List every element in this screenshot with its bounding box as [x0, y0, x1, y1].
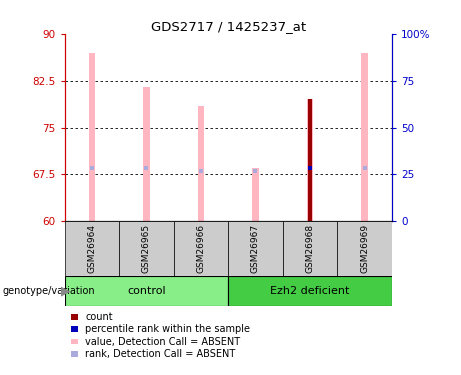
Bar [361, 53, 368, 221]
Text: GSM26966: GSM26966 [196, 224, 206, 273]
Bar [307, 99, 313, 221]
Bar [228, 276, 392, 306]
Bar [65, 221, 119, 276]
Text: ▶: ▶ [61, 284, 71, 297]
Title: GDS2717 / 1425237_at: GDS2717 / 1425237_at [151, 20, 306, 33]
Bar [143, 87, 150, 221]
Bar [89, 53, 95, 221]
Text: Ezh2 deficient: Ezh2 deficient [270, 286, 350, 296]
Bar [252, 168, 259, 221]
Text: percentile rank within the sample: percentile rank within the sample [85, 324, 250, 334]
Text: GSM26964: GSM26964 [87, 224, 96, 273]
Text: control: control [127, 286, 165, 296]
Bar [228, 221, 283, 276]
Text: GSM26967: GSM26967 [251, 224, 260, 273]
Bar [119, 221, 174, 276]
Text: GSM26965: GSM26965 [142, 224, 151, 273]
Bar [308, 99, 312, 221]
Text: count: count [85, 312, 113, 322]
Text: GSM26969: GSM26969 [360, 224, 369, 273]
Text: rank, Detection Call = ABSENT: rank, Detection Call = ABSENT [85, 349, 236, 359]
Text: GSM26968: GSM26968 [306, 224, 314, 273]
Bar [65, 276, 228, 306]
Bar [198, 106, 204, 221]
Bar [283, 221, 337, 276]
Bar [337, 221, 392, 276]
Text: value, Detection Call = ABSENT: value, Detection Call = ABSENT [85, 337, 240, 346]
Text: genotype/variation: genotype/variation [2, 286, 95, 296]
Bar [174, 221, 228, 276]
